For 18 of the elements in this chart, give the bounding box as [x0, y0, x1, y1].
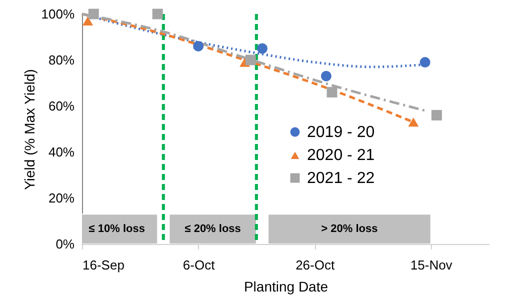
y-tick-label: 20% — [48, 190, 75, 206]
x-tick-label: 6-Oct — [182, 258, 216, 272]
y-tick-label: 60% — [48, 98, 75, 114]
x-tick-label: 15-Nov — [410, 258, 453, 272]
legend-label: 2019 - 20 — [307, 124, 375, 141]
legend-label: 2020 - 21 — [307, 147, 375, 164]
y-tick-label: 100% — [41, 6, 75, 22]
band-label: > 20% loss — [321, 223, 378, 236]
band-label: ≤ 20% loss — [184, 223, 241, 236]
band-label: ≤ 10% loss — [88, 223, 145, 236]
x-tick-label: 16-Sep — [82, 258, 124, 272]
x-axis-title: Planting Date — [244, 278, 328, 294]
y-axis-title: Yield (% Max Yield) — [21, 69, 38, 190]
y-tick-label: 80% — [48, 52, 75, 68]
y-tick-label: 0% — [56, 236, 75, 252]
legend-label: 2021 - 22 — [307, 170, 375, 187]
x-tick-label: 26-Oct — [296, 258, 335, 272]
y-tick-label: 40% — [48, 144, 75, 160]
